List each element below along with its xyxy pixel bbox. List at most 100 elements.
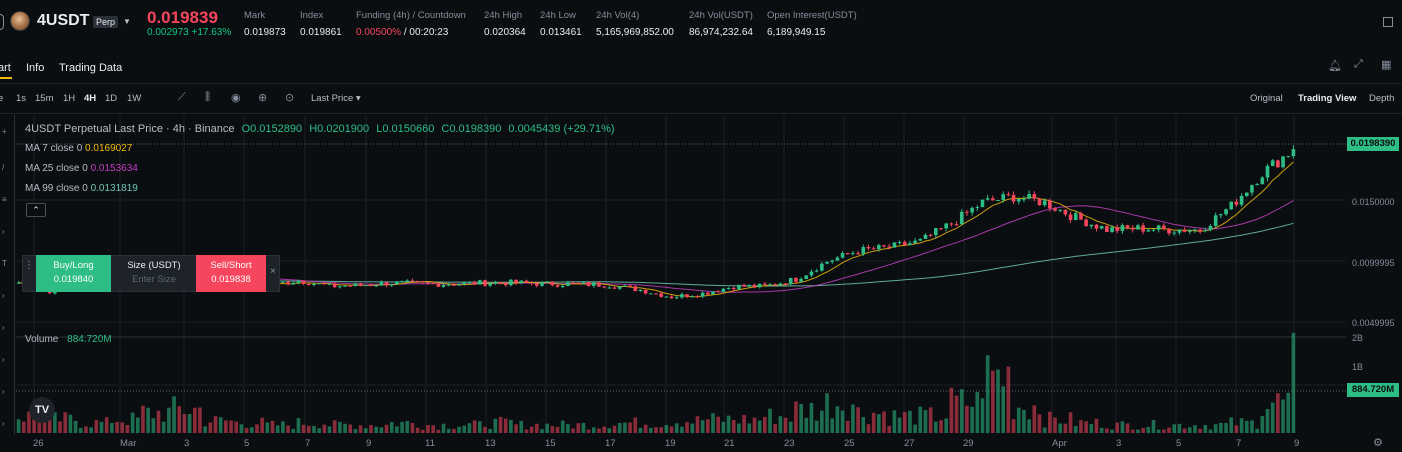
measure-icon[interactable]: › [2,291,5,300]
volume-bar [21,421,26,433]
volume-bar [897,417,902,433]
tab-trading-data[interactable]: Trading Data [59,62,123,74]
candle-body [773,284,778,286]
volume-bar [1224,423,1228,433]
size-input[interactable]: Size (USDT) Enter Size [113,255,195,292]
grid-layout-icon[interactable]: ▦ [1381,59,1392,71]
tab-chart[interactable]: art [0,62,11,74]
volume-bar [1120,421,1125,433]
candle-body [322,283,327,285]
candle-body [420,281,425,283]
volume-bar [1177,423,1182,433]
volume-bar [752,417,757,433]
candle-body [1198,229,1202,232]
collapse-legend-button[interactable]: ⌃ [26,203,46,217]
symbol-dropdown-icon[interactable]: ▼ [123,17,131,26]
volume-bar [1213,424,1218,433]
fib-icon[interactable]: ≡ [2,195,7,204]
candle-body [674,297,679,299]
interval-1H[interactable]: 1H [63,93,76,104]
volume-bar [1125,423,1130,433]
candle-body [949,223,954,225]
candle-body [954,224,959,226]
interval-1s[interactable]: 1s [16,93,27,104]
candle-body [581,281,586,283]
volume-bar [809,402,814,433]
text-icon[interactable]: T [2,259,7,268]
candle-type-icon[interactable]: ⫼ [205,91,211,103]
sell-short-button[interactable]: Sell/Short 0.019838 [196,255,266,292]
candle-body [1063,209,1068,215]
bell-icon[interactable]: 🔔︎ [1328,60,1342,72]
close-icon[interactable]: × [270,266,276,277]
candle-body [617,286,622,289]
stat-label: 24h Vol(4) [596,10,640,21]
stat-value: 0.00500% / 00:20:23 [356,27,448,38]
add-icon[interactable]: ⊕ [258,92,268,104]
x-tick: 21 [724,438,735,449]
volume-bar [384,424,389,433]
candle-body [721,288,726,293]
view-original[interactable]: Original [1250,93,1283,104]
settings-icon[interactable]: ⊙ [285,92,295,104]
view-trading-view[interactable]: Trading View [1298,93,1357,104]
expand-icon[interactable] [1383,17,1393,27]
volume-bar [716,416,720,433]
candle-body [1187,230,1192,232]
candle-body [664,296,669,298]
trash-icon[interactable]: › [2,419,5,428]
interval-1W[interactable]: 1W [127,93,142,104]
stat-label: Open Interest(USDT) [767,10,857,21]
volume-bar [291,428,296,433]
interval-4H[interactable]: 4H [84,93,97,104]
candle-body [928,234,933,236]
candle-body [395,281,399,285]
view-depth[interactable]: Depth [1369,93,1395,104]
left-edge-icon[interactable] [0,14,4,30]
trendline-icon[interactable]: / [2,163,5,172]
candle-body [291,282,296,285]
price-type-select[interactable]: Last Price ▾ [311,93,361,104]
volume-bar [363,428,368,433]
volume-bar [1219,422,1223,433]
volume-bar [954,395,959,433]
crosshair-icon[interactable]: + [2,127,7,136]
x-tick: 3 [1116,438,1122,449]
candle-body [996,200,1000,202]
chart-settings-icon[interactable]: ⚙︎ [1373,437,1383,449]
interval-e[interactable]: e [0,93,4,104]
candle-body [612,287,617,289]
toolbar-divider [0,113,1402,114]
drag-handle-icon[interactable]: ⋮ [24,260,34,271]
volume-bar [1229,417,1234,433]
volume-bar [555,426,560,433]
interval-1D[interactable]: 1D [105,93,118,104]
volume-bar [488,428,492,433]
volume-bar [436,429,441,433]
indicator-icon[interactable]: ⟋ [178,91,186,103]
candle-body [1146,230,1151,232]
symbol-name[interactable]: 4USDT [37,12,90,29]
magnet-icon[interactable]: › [2,355,5,364]
volume-bar [68,414,73,433]
candle-body [363,285,368,287]
tab-info[interactable]: Info [26,62,45,74]
price-chart[interactable] [16,115,1346,435]
volume-bar [1032,405,1037,433]
buy-long-button[interactable]: Buy/Long 0.019840 [36,255,111,292]
volume-bar [120,422,125,433]
candle-body [1141,225,1145,232]
fullscreen-icon[interactable]: ⤢ [1354,58,1363,70]
camera-icon[interactable]: ◉ [231,92,241,104]
stat-value: 5,165,969,852.00 [596,27,674,38]
candle-body [540,281,544,286]
volume-bar [592,427,596,433]
candle-body [348,285,353,287]
interval-15m[interactable]: 15m [35,93,54,104]
volume-label: Volume [25,334,59,345]
lock-icon[interactable]: › [2,387,5,396]
brush-icon[interactable]: › [2,227,5,236]
zoom-icon[interactable]: › [2,323,5,332]
x-tick: 29 [963,438,974,449]
candle-body [286,281,290,285]
